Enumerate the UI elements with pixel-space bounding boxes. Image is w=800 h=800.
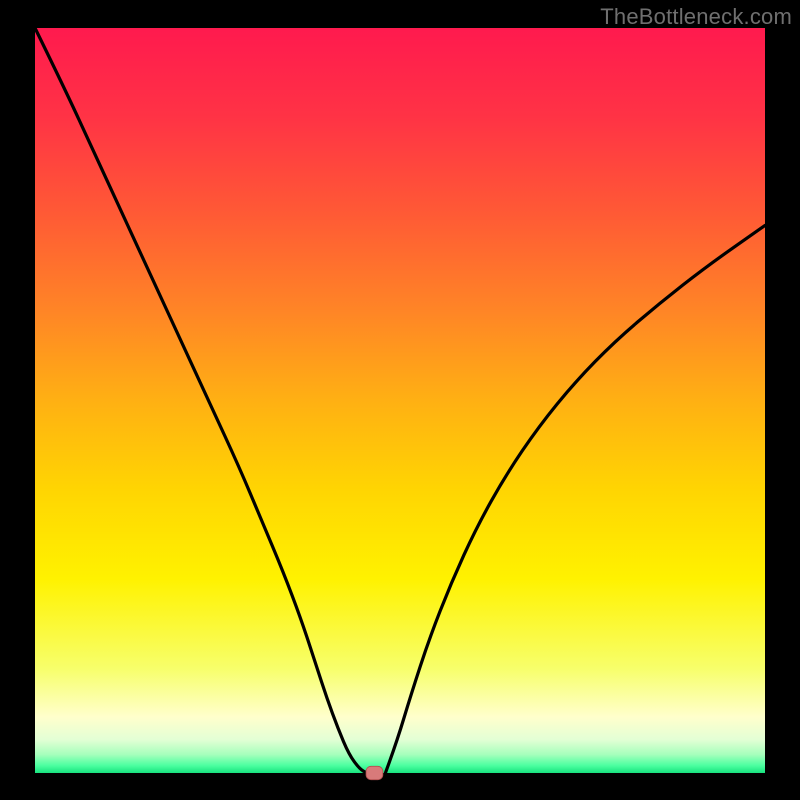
valley-marker xyxy=(366,766,383,779)
bottleneck-curve-chart xyxy=(0,0,800,800)
watermark-text: TheBottleneck.com xyxy=(600,4,792,30)
plot-area xyxy=(35,28,765,773)
chart-container: TheBottleneck.com xyxy=(0,0,800,800)
